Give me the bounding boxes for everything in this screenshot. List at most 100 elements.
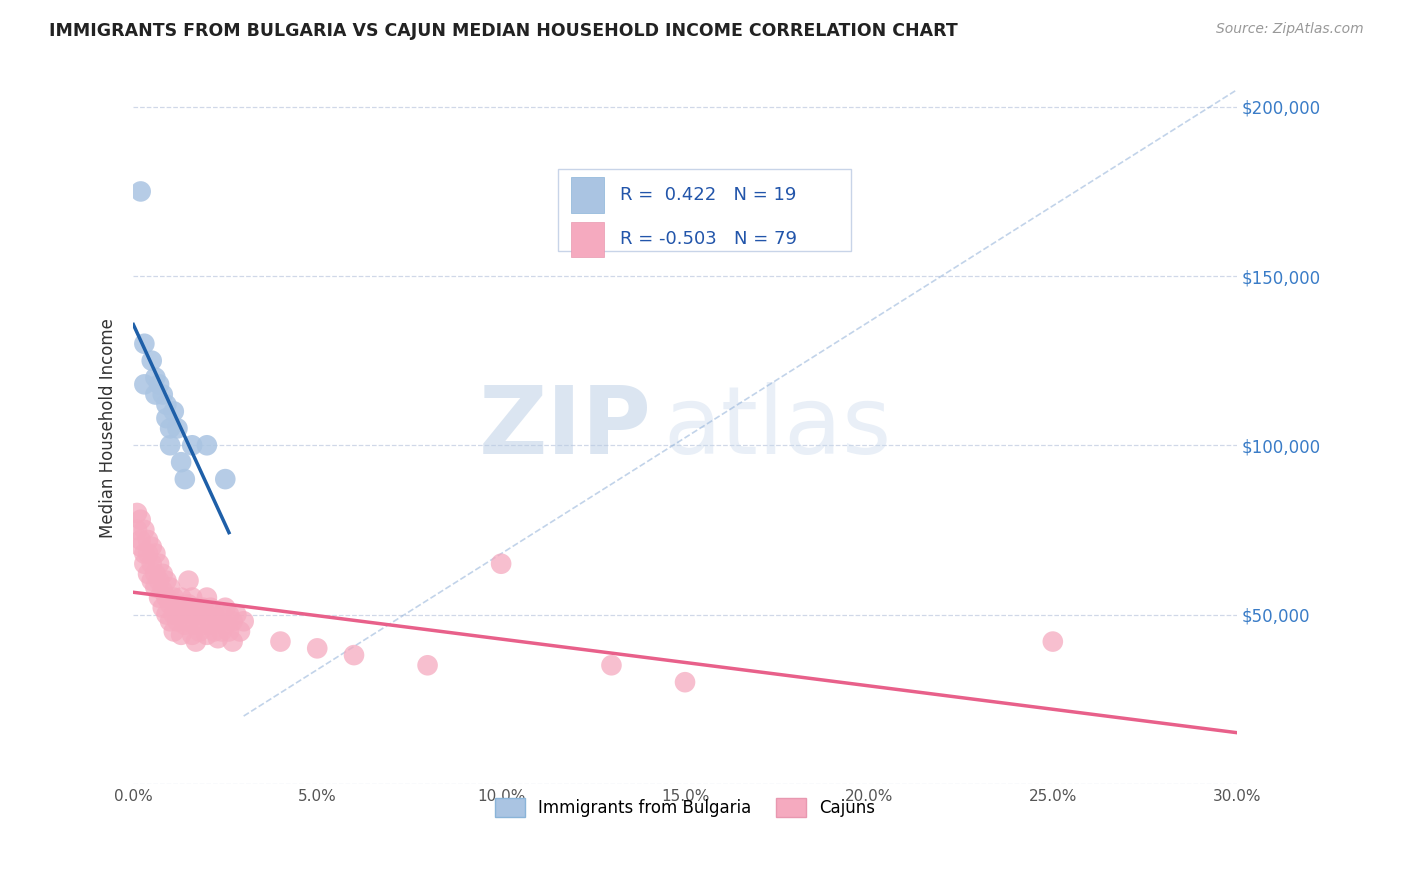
Point bbox=[218, 607, 240, 622]
Point bbox=[177, 574, 200, 588]
Point bbox=[125, 506, 148, 520]
Point bbox=[269, 634, 291, 648]
Point bbox=[170, 455, 193, 469]
Point bbox=[489, 557, 512, 571]
Point bbox=[152, 387, 174, 401]
Point bbox=[673, 675, 696, 690]
Point bbox=[163, 404, 186, 418]
Point bbox=[200, 600, 222, 615]
Point bbox=[145, 387, 167, 401]
Point bbox=[148, 591, 170, 605]
Point bbox=[600, 658, 623, 673]
Point bbox=[134, 557, 156, 571]
Point bbox=[155, 411, 177, 425]
Point bbox=[307, 641, 329, 656]
Point bbox=[170, 628, 193, 642]
Point bbox=[214, 600, 236, 615]
Point bbox=[173, 472, 195, 486]
Point bbox=[134, 377, 156, 392]
Point bbox=[125, 523, 148, 537]
Point bbox=[159, 438, 181, 452]
Point bbox=[141, 574, 163, 588]
Text: atlas: atlas bbox=[664, 383, 891, 475]
Point bbox=[152, 566, 174, 581]
Point bbox=[181, 607, 204, 622]
Point bbox=[343, 648, 366, 662]
Point bbox=[166, 421, 188, 435]
Point bbox=[195, 438, 218, 452]
Point bbox=[193, 600, 215, 615]
Point bbox=[211, 624, 233, 639]
Point bbox=[207, 614, 229, 628]
Point bbox=[148, 574, 170, 588]
Point bbox=[221, 634, 243, 648]
Point bbox=[200, 617, 222, 632]
Point bbox=[159, 421, 181, 435]
Point bbox=[141, 353, 163, 368]
Point bbox=[148, 377, 170, 392]
Point bbox=[159, 614, 181, 628]
FancyBboxPatch shape bbox=[571, 221, 605, 257]
Point bbox=[145, 547, 167, 561]
Point bbox=[214, 617, 236, 632]
Point bbox=[195, 628, 218, 642]
Point bbox=[129, 540, 152, 554]
Point bbox=[155, 591, 177, 605]
Point bbox=[145, 370, 167, 384]
Point bbox=[188, 607, 211, 622]
Point bbox=[166, 598, 188, 612]
Point bbox=[1042, 634, 1064, 648]
Point bbox=[173, 617, 195, 632]
Point bbox=[188, 624, 211, 639]
Point bbox=[152, 583, 174, 598]
Point bbox=[232, 614, 254, 628]
Point bbox=[145, 566, 167, 581]
Point bbox=[184, 634, 207, 648]
Point bbox=[163, 624, 186, 639]
Point bbox=[202, 624, 225, 639]
Point bbox=[218, 624, 240, 639]
Point bbox=[181, 438, 204, 452]
Text: R =  0.422   N = 19: R = 0.422 N = 19 bbox=[620, 186, 796, 204]
Point bbox=[229, 624, 252, 639]
Point bbox=[207, 631, 229, 645]
Point bbox=[155, 607, 177, 622]
Point bbox=[152, 600, 174, 615]
Point bbox=[159, 598, 181, 612]
Point bbox=[136, 533, 159, 547]
Point bbox=[136, 547, 159, 561]
Point bbox=[141, 557, 163, 571]
Point bbox=[177, 598, 200, 612]
Text: R = -0.503   N = 79: R = -0.503 N = 79 bbox=[620, 230, 797, 248]
Point bbox=[134, 523, 156, 537]
Point bbox=[181, 628, 204, 642]
Point bbox=[129, 513, 152, 527]
Point bbox=[141, 540, 163, 554]
Point bbox=[416, 658, 439, 673]
Point bbox=[129, 533, 152, 547]
Point bbox=[195, 607, 218, 622]
FancyBboxPatch shape bbox=[571, 178, 605, 213]
Point bbox=[163, 607, 186, 622]
FancyBboxPatch shape bbox=[558, 169, 851, 251]
Point bbox=[184, 617, 207, 632]
Y-axis label: Median Household Income: Median Household Income bbox=[100, 318, 117, 538]
Legend: Immigrants from Bulgaria, Cajuns: Immigrants from Bulgaria, Cajuns bbox=[486, 789, 884, 825]
Point bbox=[214, 472, 236, 486]
Point bbox=[145, 581, 167, 595]
Point bbox=[211, 607, 233, 622]
Point bbox=[184, 600, 207, 615]
Point bbox=[181, 591, 204, 605]
Point bbox=[159, 581, 181, 595]
Point bbox=[166, 614, 188, 628]
Point bbox=[155, 398, 177, 412]
Point bbox=[148, 557, 170, 571]
Point bbox=[221, 614, 243, 628]
Point bbox=[163, 591, 186, 605]
Point bbox=[193, 617, 215, 632]
Point bbox=[134, 336, 156, 351]
Point bbox=[155, 574, 177, 588]
Point bbox=[129, 185, 152, 199]
Point bbox=[170, 607, 193, 622]
Text: Source: ZipAtlas.com: Source: ZipAtlas.com bbox=[1216, 22, 1364, 37]
